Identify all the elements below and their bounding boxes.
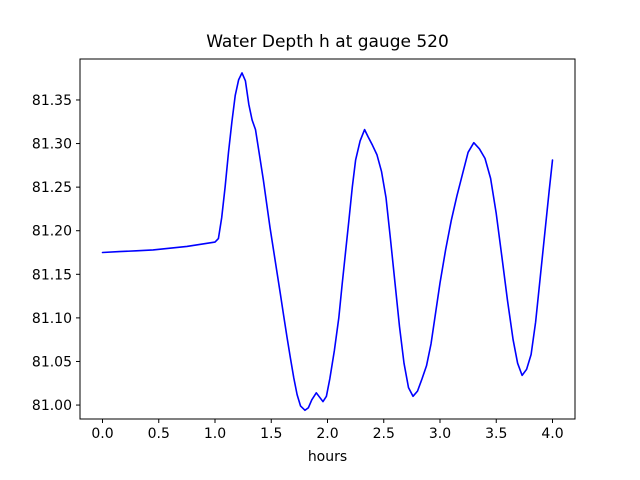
y-axis-tick-label: 81.30 (32, 137, 72, 153)
y-axis-tick-label: 81.05 (32, 354, 72, 370)
y-axis-tick-label: 81.10 (32, 311, 72, 327)
chart-title: Water Depth h at gauge 520 (206, 32, 449, 52)
x-axis-tick-label: 2.0 (316, 426, 338, 442)
axes-border (79, 58, 576, 420)
x-axis-tick-label: 1.0 (204, 426, 226, 442)
y-axis-tick-label: 81.25 (32, 180, 72, 196)
y-axis-tick-label: 81.00 (32, 398, 72, 414)
x-axis-tick-label: 3.0 (429, 426, 451, 442)
data-line-water-depth-h (101, 72, 554, 412)
x-axis-label: hours (307, 449, 348, 465)
y-axis-tick-label: 81.35 (32, 93, 72, 109)
x-axis-tick-label: 3.5 (485, 426, 507, 442)
y-axis-tick-label: 81.20 (32, 224, 72, 240)
x-axis-tick-label: 0.0 (91, 426, 113, 442)
x-axis-tick-label: 4.0 (541, 426, 563, 442)
y-axis-tick-label: 81.15 (32, 267, 72, 283)
x-axis-tick-label: 2.5 (373, 426, 395, 442)
x-axis-tick-label: 0.5 (148, 426, 170, 442)
x-axis-tick-label: 1.5 (260, 426, 282, 442)
